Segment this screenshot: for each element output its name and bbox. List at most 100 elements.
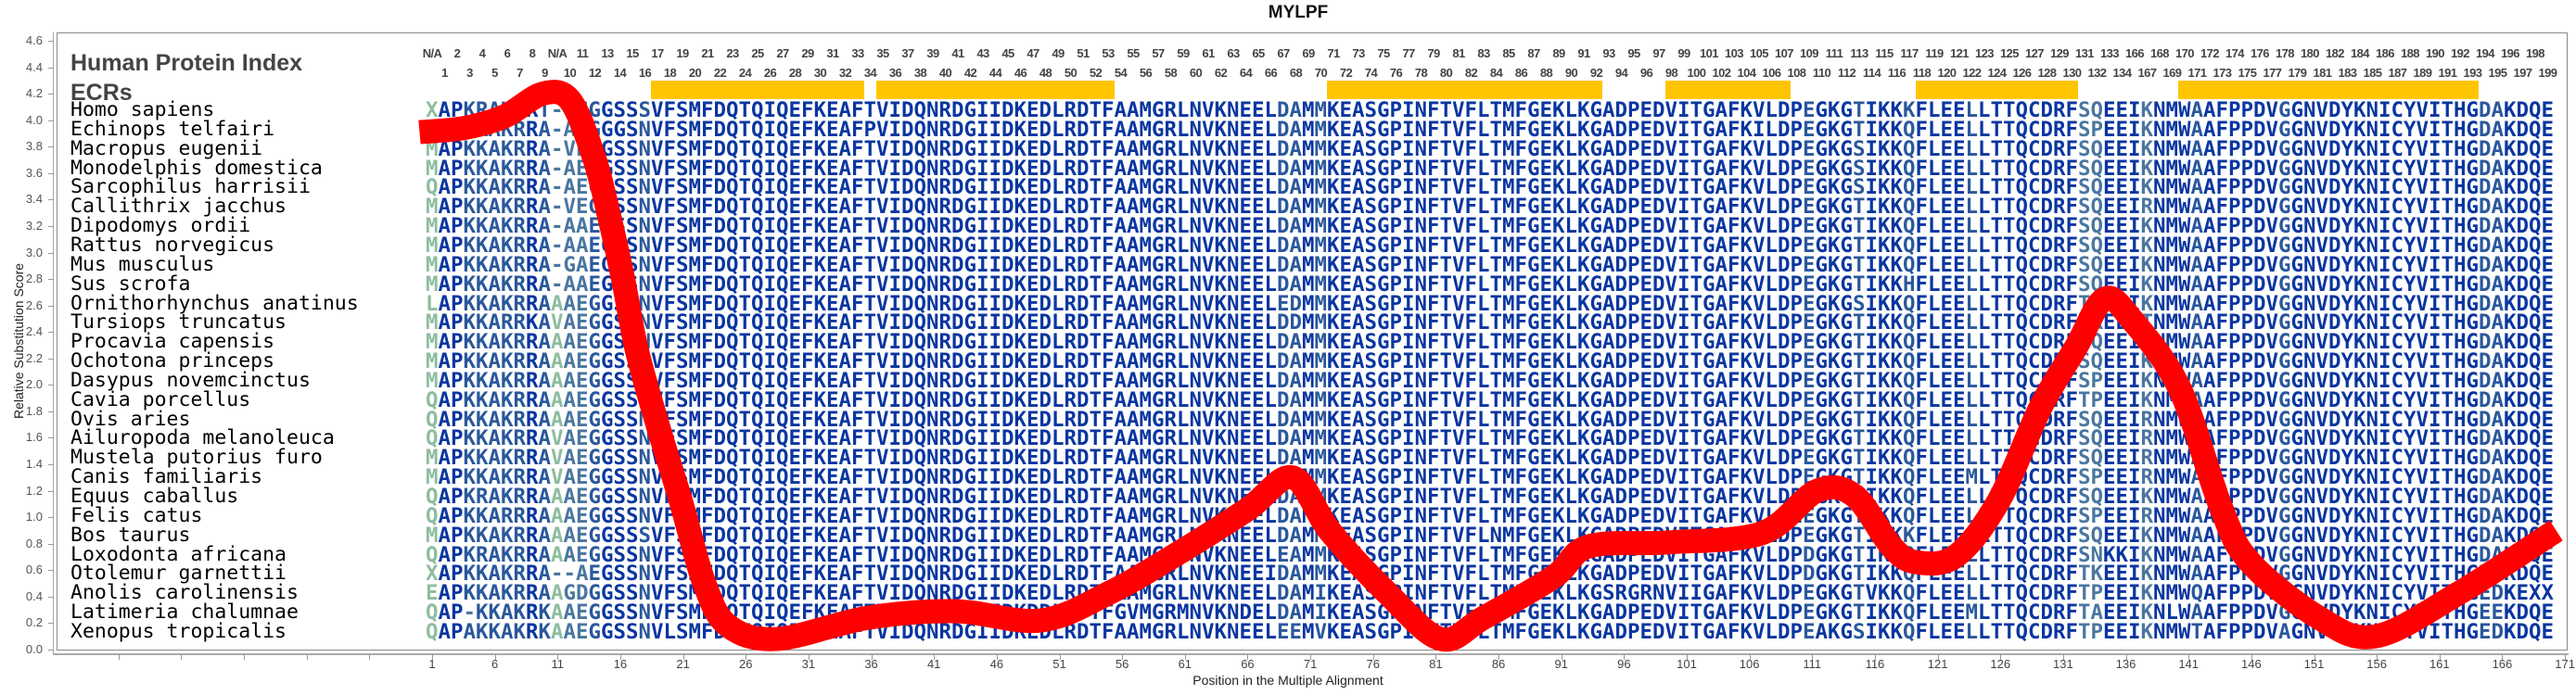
residue: Q [913, 619, 927, 644]
human-index-label: 197 [2513, 66, 2532, 80]
residue: L [663, 619, 677, 644]
residue: K [513, 619, 527, 644]
human-index-label: 178 [2276, 46, 2294, 60]
y-tick-label: 3.0 [25, 245, 43, 259]
human-index-label: 70 [1314, 66, 1328, 80]
x-tick-label: 161 [2429, 657, 2450, 671]
human-index-label: 19 [676, 46, 689, 60]
x-tick-label: 166 [2492, 657, 2513, 671]
x-tick [934, 654, 936, 660]
x-tick [2062, 654, 2064, 660]
y-tick [48, 67, 54, 69]
human-index-label: 103 [1725, 46, 1743, 60]
y-tick-label: 0.4 [25, 588, 43, 603]
y-tick-label: 2.4 [25, 324, 43, 339]
human-index-label: 54 [1114, 66, 1128, 80]
x-tick [2125, 654, 2127, 660]
x-tick [996, 654, 998, 660]
human-index-label: 80 [1439, 66, 1453, 80]
x-tick [871, 654, 873, 660]
residue: Q [751, 619, 764, 644]
x-tick-label: 41 [926, 657, 941, 671]
x-tick [494, 654, 496, 660]
human-index-label: 40 [938, 66, 952, 80]
human-index-label: 97 [1652, 46, 1665, 60]
y-tick [48, 305, 54, 307]
human-index-label: 32 [838, 66, 852, 80]
human-index-label: 3 [466, 66, 473, 80]
y-tick [48, 437, 54, 439]
x-tick [808, 654, 810, 660]
x-axis-line [53, 653, 2569, 655]
human-index-label: 198 [2526, 46, 2544, 60]
x-tick [1937, 654, 1939, 660]
residue: F [701, 619, 714, 644]
residue: I [763, 619, 777, 644]
y-tick-label: 1.0 [25, 510, 43, 524]
human-index-label: 193 [2463, 66, 2482, 80]
y-tick [48, 596, 54, 598]
species-name: Sus scrofa [70, 272, 191, 296]
y-tick-label: 4.2 [25, 86, 43, 101]
human-index-label: 41 [951, 46, 964, 60]
human-index-label: 59 [1177, 46, 1190, 60]
human-index-label: 16 [638, 66, 652, 80]
residue: E [788, 619, 802, 644]
human-index-label: 122 [1962, 66, 1982, 80]
human-index-label: 128 [2037, 66, 2057, 80]
human-index-label: 96 [1639, 66, 1653, 80]
human-index-label: 93 [1602, 46, 1615, 60]
human-index-label: 27 [776, 46, 789, 60]
x-tick [2000, 654, 2002, 660]
human-index-label: 127 [2025, 46, 2044, 60]
x-tick-label: 151 [2303, 657, 2325, 671]
human-index-label: 58 [1164, 66, 1178, 80]
y-tick-label: 3.8 [25, 139, 43, 154]
human-index-label: 111 [1825, 46, 1843, 60]
x-tick [557, 654, 559, 660]
x-tick [682, 654, 684, 660]
y-tick [48, 94, 54, 95]
y-tick-label: 1.4 [25, 457, 43, 472]
human-index-label: 51 [1077, 46, 1090, 60]
human-index-label: 110 [1812, 66, 1831, 80]
residue: F [851, 619, 864, 644]
residue: E [826, 619, 839, 644]
human-index-label: 71 [1327, 46, 1340, 60]
human-index-label: 18 [663, 66, 677, 80]
human-index-label: 115 [1875, 46, 1894, 60]
y-tick [48, 252, 54, 254]
human-index-label: 77 [1402, 46, 1415, 60]
human-index-label: 55 [1127, 46, 1140, 60]
x-tick [1184, 654, 1186, 660]
x-tick-label: 126 [1990, 657, 2011, 671]
species-name: Echinops telfairi [70, 117, 275, 141]
ecr-bar [876, 81, 1115, 99]
y-tick [48, 650, 54, 651]
human-index-label: 68 [1289, 66, 1303, 80]
x-tick [2251, 654, 2252, 660]
human-index-label: 37 [901, 46, 914, 60]
species-name: Felis catus [70, 503, 203, 527]
human-index-label: 76 [1389, 66, 1403, 80]
y-tick-label: 1.2 [25, 483, 43, 498]
x-tick-label: 6 [491, 657, 499, 671]
human-index-label: 105 [1750, 46, 1768, 60]
human-index-label: 133 [2100, 46, 2119, 60]
human-index-label: 4 [478, 46, 486, 60]
human-protein-index-label: Human Protein Index [70, 50, 303, 76]
species-name: Otolemur garnettii [70, 562, 287, 586]
x-tick-label: 81 [1429, 657, 1443, 671]
human-index-label: 108 [1787, 66, 1806, 80]
species-name: Mustela putorius furo [70, 446, 323, 470]
y-tick-label: 0.0 [25, 642, 43, 656]
human-index-label: 52 [1089, 66, 1103, 80]
human-index-label: 91 [1577, 46, 1590, 60]
human-index-label: 2 [453, 46, 461, 60]
human-index-label: 84 [1489, 66, 1503, 80]
human-index-label: 82 [1464, 66, 1478, 80]
human-index-label: 199 [2538, 66, 2557, 80]
x-tick-label: 1 [428, 657, 436, 671]
human-index-label: 92 [1589, 66, 1603, 80]
human-index-label: 89 [1552, 46, 1565, 60]
